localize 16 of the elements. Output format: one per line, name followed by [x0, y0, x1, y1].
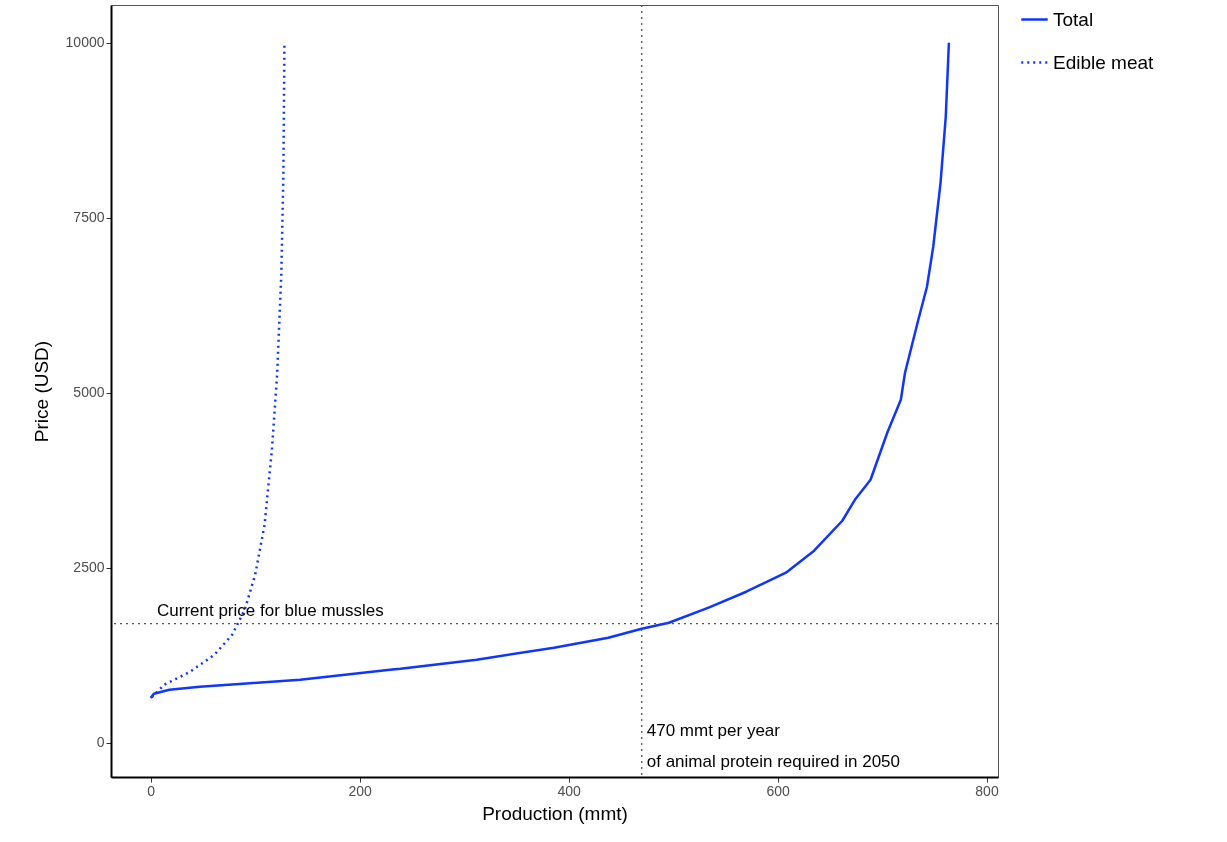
x-tick-label: 800	[975, 782, 999, 799]
y-tick-label: 5000	[73, 384, 105, 401]
x-tick-label: 200	[348, 782, 373, 799]
x-axis-title: Production (mmt)	[482, 802, 628, 824]
x-tick-label: 600	[766, 782, 790, 799]
x-tick-label: 400	[557, 782, 581, 799]
y-tick-label: 10000	[65, 34, 105, 51]
y-axis-title: Price (USD)	[30, 340, 52, 443]
x-tick-label: 0	[147, 782, 156, 799]
legend-label: Edible meat	[1053, 51, 1155, 73]
ref-line-label: Current price for blue mussles	[157, 600, 384, 620]
y-tick-label: 2500	[73, 559, 105, 576]
ref-line-label: 470 mmt per year of animal protein required in 2050	[646, 721, 901, 771]
y-tick-label: 7500	[73, 209, 105, 226]
y-tick-label: 0	[96, 734, 105, 751]
legend-label: Total	[1053, 8, 1094, 30]
